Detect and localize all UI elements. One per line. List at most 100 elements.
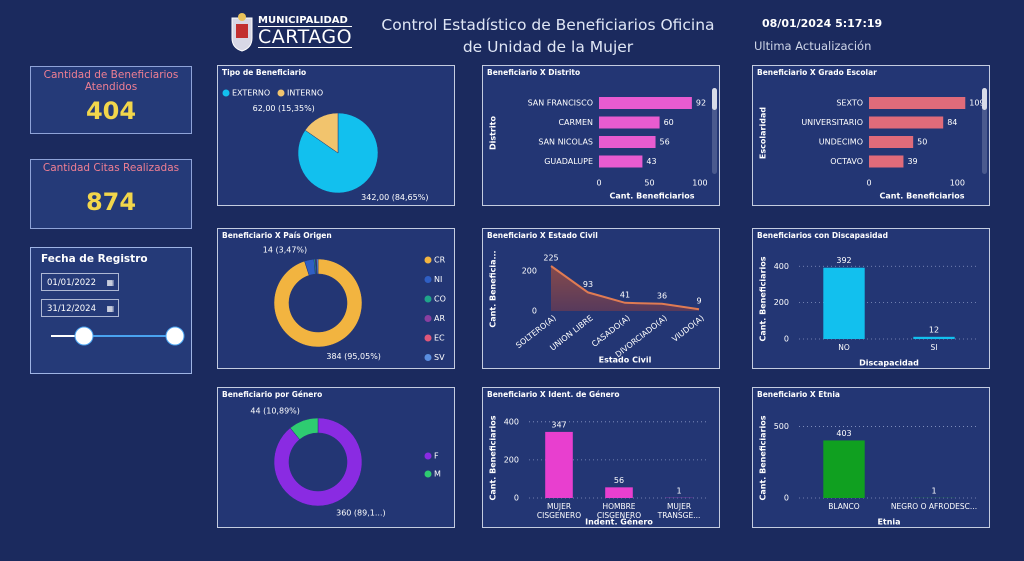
data-label: 92 [696,99,706,108]
chart: 0 200 400 392 12 Cant. Beneficiarios Discapaci… [759,256,979,368]
bar [869,136,914,148]
legend-label: F [434,452,439,461]
chart: 384 (95,05%) 14 (3,47%) CR NI CO AR EC SV [263,246,446,362]
x-axis-label: Discapacidad [859,359,919,368]
y-tick-label: 400 [774,262,789,271]
y-axis-label: Cant. Beneficiarios [759,415,768,500]
chart: 342,00 (84,65%) 62,00 (15,35%) EXTERNO INTE… [222,89,428,202]
x-tick-label: VIUDO(A) [670,313,705,343]
line [550,265,700,311]
data-label: 56 [660,138,670,147]
date-slider[interactable] [45,324,185,348]
x-tick-label: 50 [644,179,654,188]
bar [913,336,955,339]
legend-label: AR [434,314,445,323]
chart: SAN FRANCISCO 92 CARMEN 60 SAN NICOLAS 56 GUAD… [489,88,717,201]
chart-title: Beneficiario X Ident. de Género [487,390,620,399]
legend-label: M [434,470,441,479]
legend-swatch [424,334,432,342]
title-line: Control Estadístico de Beneficiarios Ofi… [381,16,715,34]
data-label: 109 [969,99,984,108]
data-label: 403 [836,429,851,438]
logo-top: MUNICIPALIDAD [258,15,348,26]
y-tick-label: SAN NICOLAS [538,138,593,147]
legend-swatch [424,276,432,283]
data-label: 9 [696,297,701,306]
update-label: Ultima Actualización [754,39,872,53]
chart-title: Tipo de Beneficiario [222,68,307,77]
bar [869,97,966,109]
bar [545,431,573,498]
bar [599,97,692,109]
legend-swatch [424,256,432,264]
data-label: 342,00 (84,65%) [361,193,428,202]
x-axis-label: Cant. Beneficiarios [879,192,964,201]
legend-swatch [424,354,432,361]
y-axis-label: Cant. Beneficiarios [759,256,768,341]
bar [605,487,633,498]
start-date[interactable]: 01/01/2022 ▦ [41,273,119,291]
chart-title: Beneficiario X Grado Escolar [757,68,877,77]
data-label: 60 [664,118,674,127]
data-label: 14 (3,47%) [263,246,307,255]
data-label: 84 [947,118,957,127]
chart-title: Beneficiario X Estado Civil [487,231,598,240]
y-tick-label: 0 [784,335,789,344]
header-title: Control Estadístico de Beneficiarios Ofi… [360,14,736,58]
y-tick-label: GUADALUPE [544,157,593,166]
scrollbar-thumb [712,88,717,110]
title-line: de Unidad de la Mujer [462,38,634,56]
y-tick-label: 200 [522,267,537,276]
bar [869,116,944,129]
data-label: 62,00 (15,35%) [253,104,315,113]
y-tick-label: OCTAVO [830,157,863,166]
bar [599,136,656,148]
slider-handle[interactable] [74,326,94,346]
y-tick-label: UNDECIMO [819,138,863,147]
data-label: 43 [646,157,656,166]
x-tick-label: 100 [950,179,965,188]
bar [599,116,660,129]
x-axis-label: Cant. Beneficiarios [609,192,694,201]
x-tick-label: MUJER TRANSGE... [657,502,701,520]
chart-title: Beneficiario X Distrito [487,68,581,77]
legend-swatch [222,89,230,97]
data-label: 39 [907,157,917,166]
kpi-value: 874 [85,188,137,216]
data-label: 41 [620,290,630,299]
legend-swatch [424,315,432,322]
bar [823,267,865,339]
logo-bottom: CARTAGO [258,26,353,48]
data-label: 44 (10,89%) [250,407,299,416]
chart-panel: 360 (89,1...) 44 (10,89%) F M Beneficiario p… [217,387,455,528]
chart-panel: SAN FRANCISCO 92 CARMEN 60 SAN NICOLAS 56 GUAD… [482,65,720,206]
donut-slice [273,417,363,507]
donut-slice [316,258,319,275]
data-label: 360 (89,1...) [336,508,386,517]
kpi-card: Cantidad de Beneficiarios Atendidos 404 [30,66,192,134]
datetime: 08/01/2024 5:17:19 [762,17,883,30]
x-axis-label: Estado Civil [599,356,652,365]
chart-panel: 0 200 225 SOLTERO(A) 93 UNION LIBRE 41 CASADO(A… [482,228,720,369]
legend-swatch [424,295,432,303]
y-tick-label: 400 [504,417,519,426]
y-tick-label: 0 [532,307,537,316]
chart-panel: 0 500 403 1 Cant. Beneficiarios Etnia Benefici… [752,387,990,528]
legend-label: INTERNO [287,89,323,98]
legend-label: NI [434,275,442,284]
chart-panel: SEXTO 109 UNIVERSITARIO 84 UNDECIMO 50 OCTAVO 3… [752,65,990,206]
legend-label: SV [434,353,445,362]
kpi-label: Cantidad Citas Realizadas [42,162,180,174]
date-filter: Fecha de Registro 01/01/2022 ▦ 31/12/2024… [30,247,192,374]
y-tick-label: 200 [504,455,519,464]
chart-panel: 0 200 400 392 12 Cant. Beneficiarios Discapaci… [752,228,990,369]
chart-panel: 342,00 (84,65%) 62,00 (15,35%) EXTERNO INTE… [217,65,455,206]
x-tick-label: BLANCO [828,502,860,511]
scrollbar-thumb [982,88,987,110]
y-axis-label: Escolaridad [759,107,768,159]
y-tick-label: SEXTO [836,99,863,108]
data-label: 93 [583,280,593,289]
slider-handle[interactable] [165,326,185,346]
end-date[interactable]: 31/12/2024 ▦ [41,299,119,317]
